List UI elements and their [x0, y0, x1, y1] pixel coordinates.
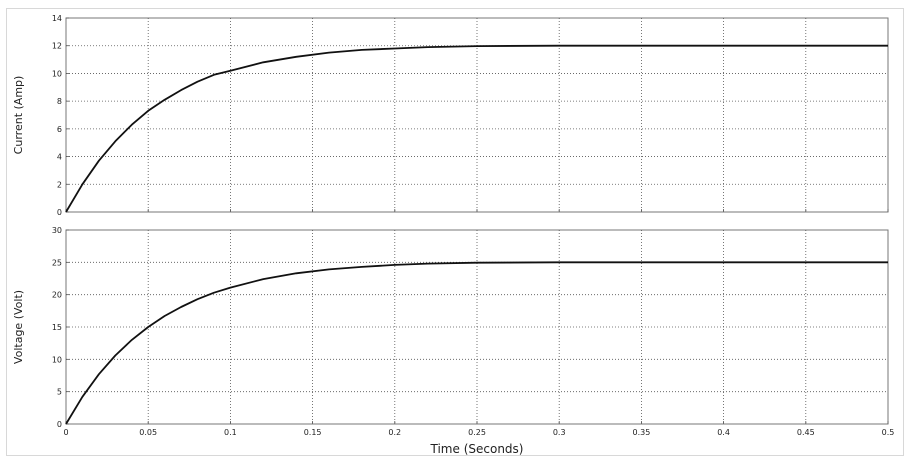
y-tick-label: 0	[57, 208, 62, 217]
x-tick-label: 0.5	[882, 428, 895, 437]
y-tick-label: 14	[52, 14, 62, 23]
series-line-1	[65, 44, 888, 213]
x-tick-label: 0	[63, 428, 68, 437]
y-tick-label: 15	[52, 323, 62, 332]
x-tick-label: 0.2	[388, 428, 401, 437]
y-tick-label: 30	[52, 226, 62, 235]
y-tick-label: 0	[57, 420, 62, 429]
x-tick-label: 0.4	[717, 428, 730, 437]
x-tick-label: 0.15	[304, 428, 322, 437]
y-tick-label: 2	[57, 180, 62, 189]
y-tick-label: 25	[52, 258, 62, 267]
x-tick-label: 0.3	[553, 428, 566, 437]
x-tick-label: 0.35	[632, 428, 650, 437]
x-axis-label: Time (Seconds)	[430, 442, 524, 456]
y-tick-label: 6	[57, 125, 62, 134]
y-tick-label: 4	[57, 153, 62, 162]
y-axis-label: Current (Amp)	[12, 76, 25, 155]
x-tick-label: 0.05	[139, 428, 157, 437]
y-tick-label: 20	[52, 291, 62, 300]
chart-panel-2: 0 0.05 0.1 0.15 0.2 0.25 0.3 0.35 0.4 0.45 0.5 0 5 10…	[12, 226, 894, 456]
y-tick-label: 8	[57, 97, 62, 106]
y-tick-label: 12	[52, 42, 62, 51]
figure-frame	[6, 8, 904, 456]
x-tick-label: 0.1	[224, 428, 237, 437]
plot-area	[65, 17, 889, 213]
x-tick-label: 0.25	[468, 428, 486, 437]
y-tick-label: 5	[57, 388, 62, 397]
x-tick-label: 0.45	[797, 428, 815, 437]
y-axis-label: Voltage (Volt)	[12, 290, 25, 364]
y-tick-label: 10	[52, 355, 62, 364]
y-tick-label: 10	[52, 69, 62, 78]
chart-panel-1: 0 2 4 6 8 10 12 14 Current (Amp)	[12, 14, 889, 217]
series-line-1	[65, 261, 888, 425]
